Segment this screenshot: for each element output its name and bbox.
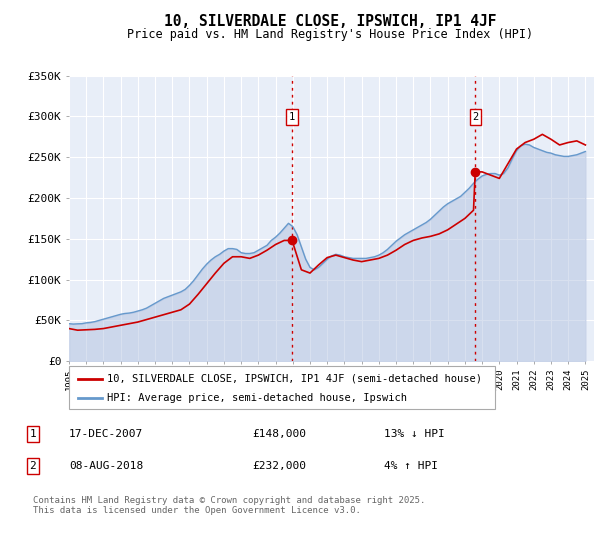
Text: HPI: Average price, semi-detached house, Ipswich: HPI: Average price, semi-detached house,… (107, 393, 407, 403)
Text: 10, SILVERDALE CLOSE, IPSWICH, IP1 4JF (semi-detached house): 10, SILVERDALE CLOSE, IPSWICH, IP1 4JF (… (107, 374, 482, 384)
Text: 2: 2 (472, 112, 478, 122)
Text: 2: 2 (29, 461, 37, 471)
Text: £232,000: £232,000 (252, 461, 306, 471)
Text: 1: 1 (289, 112, 295, 122)
Text: 1: 1 (29, 429, 37, 439)
Text: 17-DEC-2007: 17-DEC-2007 (69, 429, 143, 439)
Text: 10, SILVERDALE CLOSE, IPSWICH, IP1 4JF: 10, SILVERDALE CLOSE, IPSWICH, IP1 4JF (164, 14, 496, 29)
Text: 4% ↑ HPI: 4% ↑ HPI (384, 461, 438, 471)
Text: 13% ↓ HPI: 13% ↓ HPI (384, 429, 445, 439)
Text: Contains HM Land Registry data © Crown copyright and database right 2025.
This d: Contains HM Land Registry data © Crown c… (33, 496, 425, 515)
Text: £148,000: £148,000 (252, 429, 306, 439)
Text: Price paid vs. HM Land Registry's House Price Index (HPI): Price paid vs. HM Land Registry's House … (127, 28, 533, 41)
Text: 08-AUG-2018: 08-AUG-2018 (69, 461, 143, 471)
